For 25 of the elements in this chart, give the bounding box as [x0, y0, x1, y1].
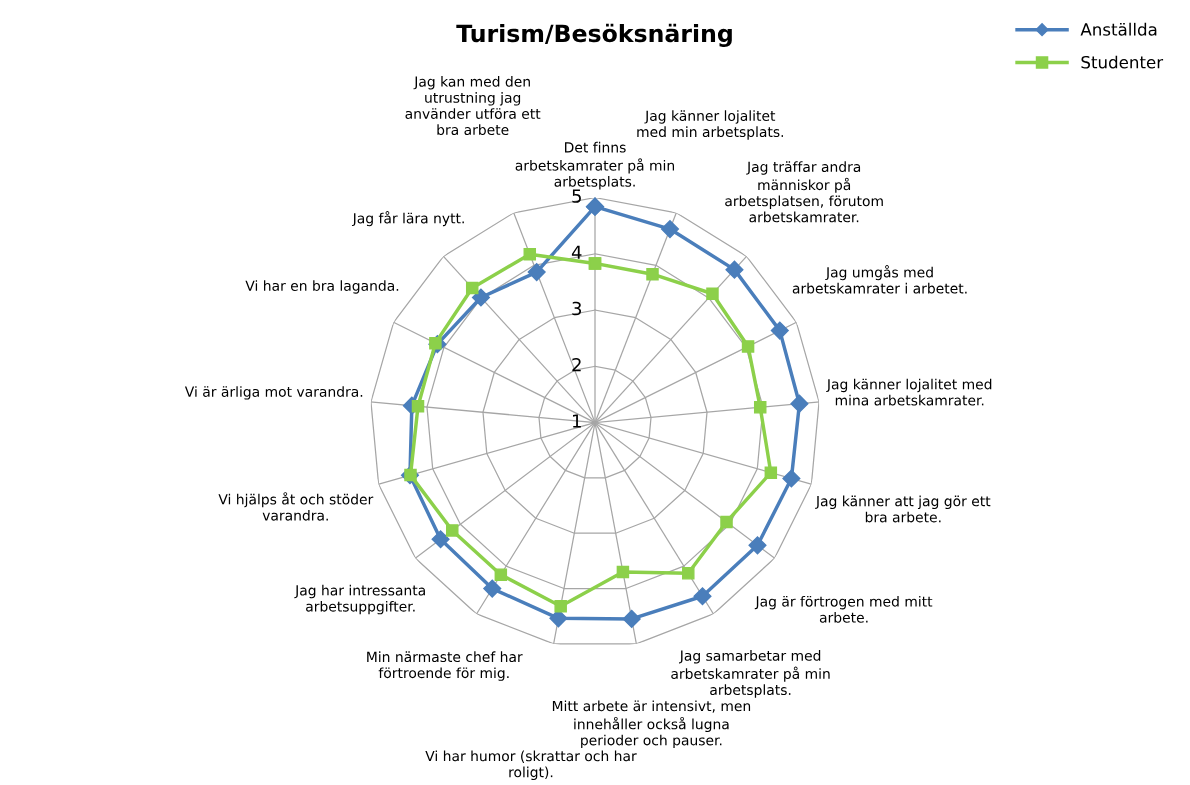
spoke-label: Jag har intressanta arbetsuppgifter.: [294, 584, 425, 615]
spoke-label: Jag känner att jag gör ett bra arbete.: [815, 495, 991, 523]
y-tick-label: 2: [572, 357, 581, 372]
spoke-label: Mitt arbete är intensivt, men innehåller också lugna perioder och pauser.: [552, 700, 751, 749]
spoke-label: Vi har humor (skrattar och har roligt).: [425, 750, 637, 781]
y-tick-label: 3: [572, 301, 582, 316]
spoke-label: Det finns arbetskamrater på min arbetsplats.: [515, 141, 675, 190]
spoke-label: Jag kan med den utrustning jag använder utföra ett bra arbete: [405, 76, 541, 136]
y-tick-label: 4: [571, 245, 582, 259]
y-tick-label: 1: [573, 414, 581, 428]
legend-label: Studenter: [1081, 55, 1164, 69]
spoke-label: Min närmaste chef har förtroende för mig.: [367, 651, 523, 681]
chart-title: Turism/Besöksnäring: [456, 23, 732, 48]
spoke-label: Jag känner lojalitet med min arbetsplats.: [637, 110, 784, 140]
spoke-label: Jag känner lojalitet med mina arbetskamrater.: [826, 378, 992, 406]
spoke-label: Jag träffar andra människor på arbetsplatsen, förutom arbetskamrater.: [725, 161, 883, 223]
spoke-label: Vi hjälps åt och stöder varandra.: [218, 492, 374, 521]
spoke-label: Jag får lära nytt.: [351, 211, 464, 227]
spoke-label: Jag umgås med arbetskamrater i arbetet.: [792, 265, 967, 294]
spoke-label: Jag samarbetar med arbetskamrater på min arbetsplats.: [671, 650, 830, 698]
legend-label: Anställda: [1080, 22, 1157, 36]
spoke-label: Vi är ärliga mot varandra.: [184, 386, 363, 400]
spoke-label: Jag är förtrogen med mitt arbete.: [754, 595, 933, 623]
y-tick-label: 5: [572, 189, 581, 203]
spoke-label: Vi har en bra laganda.: [245, 280, 399, 294]
